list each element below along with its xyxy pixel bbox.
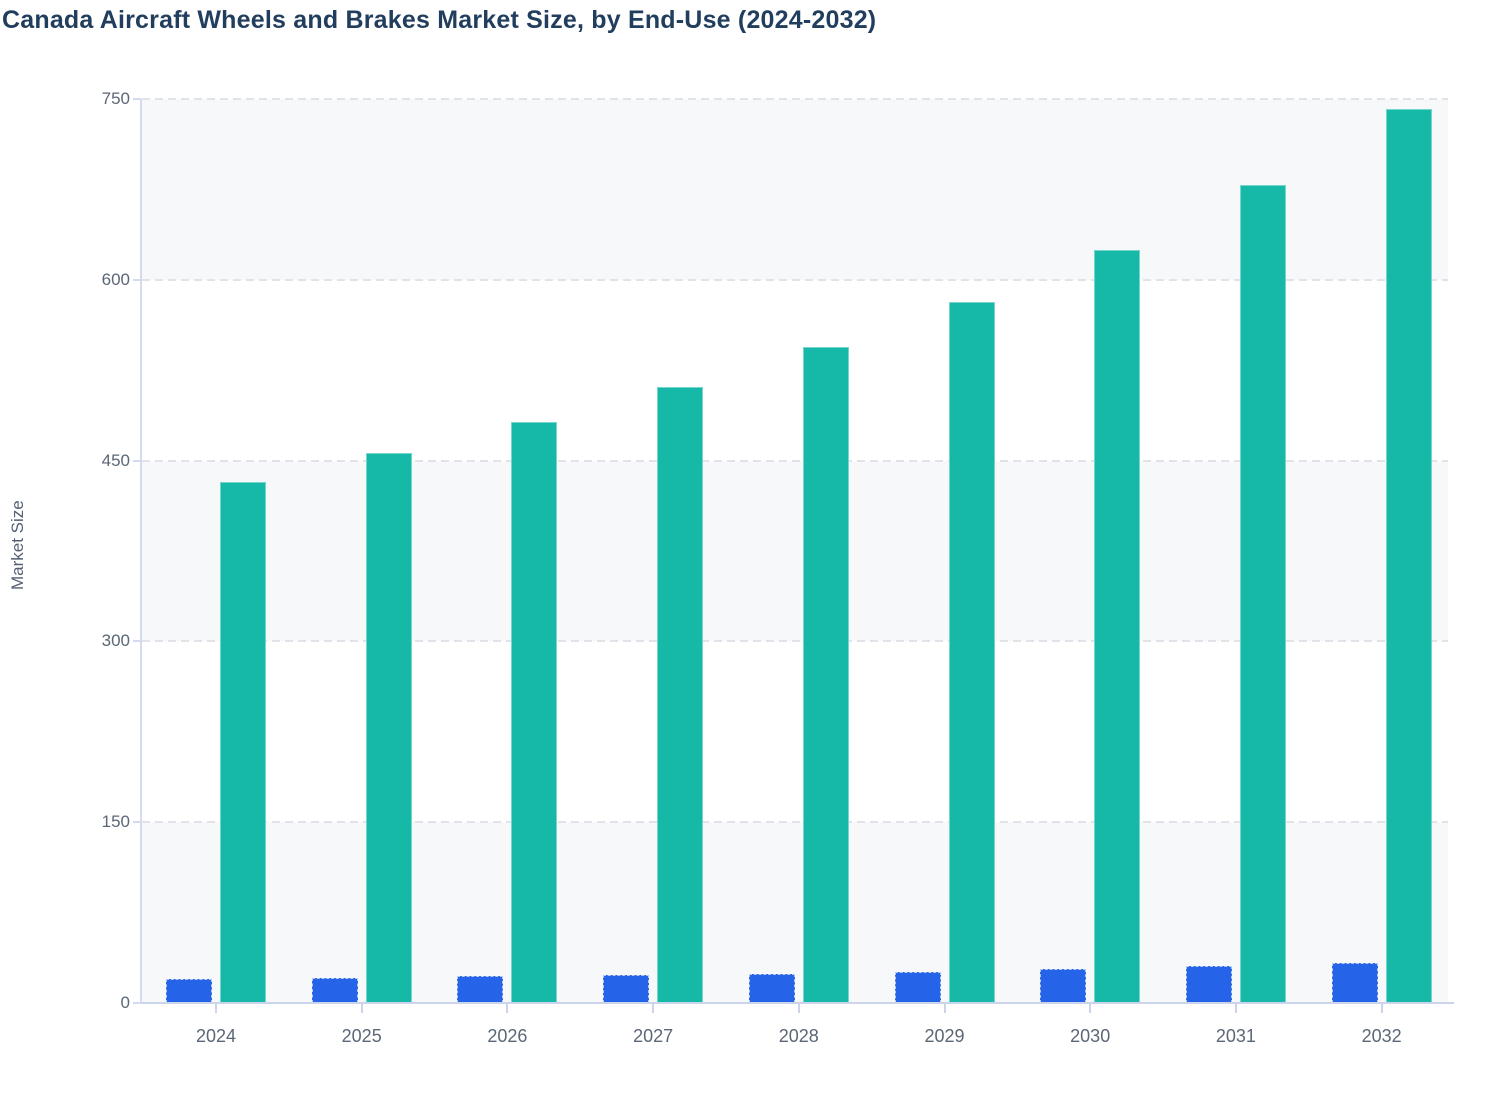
plot-band (142, 99, 1448, 280)
x-tick-label-2024: 2024 (195, 1026, 237, 1046)
x-tick-label-2027: 2027 (633, 1026, 674, 1046)
y-tick-mark (133, 821, 141, 824)
y-tick-mark (133, 278, 141, 281)
y-tick-mark (133, 1002, 141, 1004)
gridline-300 (142, 640, 1448, 643)
y-tick-label-300: 300 (101, 631, 130, 651)
plot-band (142, 641, 1448, 823)
x-tick-mark (652, 1004, 655, 1013)
y-tick-label-450: 450 (101, 450, 130, 470)
bar-blue-series-2028 (748, 974, 795, 1003)
bar-blue-series-2026 (457, 976, 504, 1003)
x-tick-mark (1380, 1004, 1383, 1013)
x-tick-mark (943, 1004, 946, 1013)
y-tick-label-600: 600 (101, 269, 130, 289)
y-tick-label-750: 750 (101, 89, 130, 108)
bar-teal-series-2028 (802, 347, 849, 1003)
bar-blue-series-2030 (1040, 969, 1087, 1003)
gridline-600 (142, 278, 1448, 281)
y-axis-title: Market Size (8, 500, 27, 590)
y-tick-label-0: 0 (120, 993, 130, 1012)
bar-teal-series-2027 (657, 387, 704, 1003)
bar-teal-series-2025 (365, 453, 412, 1003)
bar-teal-series-2032 (1385, 108, 1432, 1003)
x-tick-label-2032: 2032 (1361, 1026, 1402, 1046)
bar-teal-series-2029 (948, 301, 995, 1003)
bar-blue-series-2029 (894, 971, 941, 1003)
bar-teal-series-2026 (511, 422, 558, 1003)
gridline-450 (142, 459, 1448, 462)
x-axis-line (140, 1002, 1454, 1004)
x-tick-label-2028: 2028 (778, 1026, 819, 1046)
y-tick-mark (133, 459, 141, 462)
bar-blue-series-2027 (603, 975, 650, 1003)
y-tick-mark (133, 98, 141, 100)
y-tick-mark (133, 640, 141, 643)
bar-blue-series-2031 (1185, 965, 1232, 1003)
x-tick-mark (215, 1004, 217, 1013)
y-axis-line (140, 99, 142, 1003)
plot-band (142, 279, 1448, 461)
x-tick-label-2030: 2030 (1070, 1026, 1111, 1046)
bar-teal-series-2024 (220, 482, 266, 1003)
x-tick-mark (1089, 1004, 1092, 1013)
x-tick-mark (1234, 1004, 1237, 1013)
x-tick-label-2026: 2026 (487, 1026, 528, 1046)
bar-teal-series-2031 (1239, 184, 1286, 1003)
x-tick-label-2029: 2029 (924, 1026, 965, 1046)
x-tick-label-2025: 2025 (341, 1026, 382, 1046)
plot-area (142, 98, 1448, 1003)
gridline-150 (142, 821, 1448, 824)
x-tick-mark (797, 1004, 800, 1013)
chart-title: Canada Aircraft Wheels and Brakes Market… (2, 6, 877, 34)
bar-blue-series-2025 (311, 977, 358, 1003)
bar-blue-series-2024 (166, 978, 212, 1003)
y-tick-label-150: 150 (101, 812, 130, 832)
x-tick-label-2031: 2031 (1215, 1026, 1256, 1046)
x-tick-mark (360, 1004, 363, 1013)
plot-band (142, 460, 1448, 642)
bar-blue-series-2032 (1331, 963, 1378, 1003)
bar-teal-series-2030 (1094, 249, 1141, 1003)
gridline-750 (142, 98, 1448, 100)
x-tick-mark (506, 1004, 509, 1013)
